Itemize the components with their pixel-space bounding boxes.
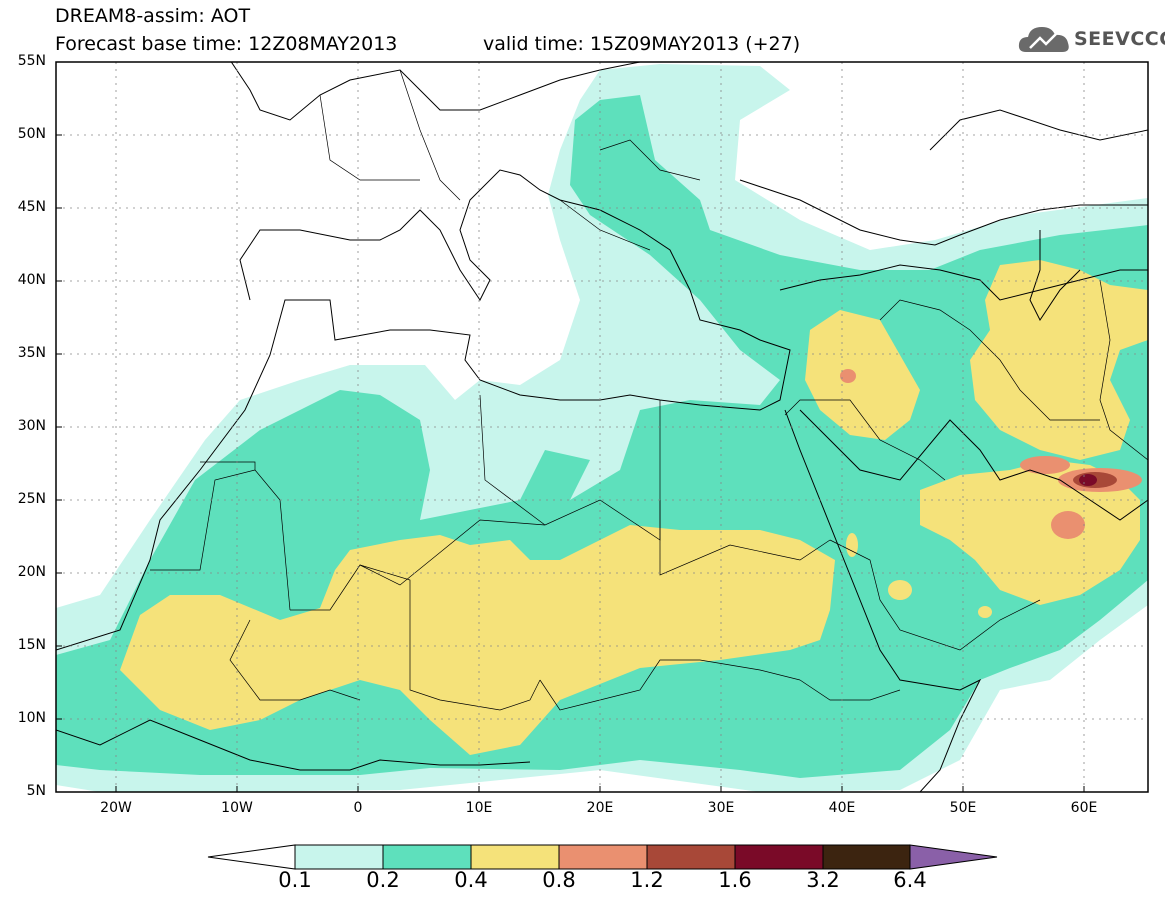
- lon-label: 10E: [465, 800, 493, 816]
- colorbar-label: 0.8: [542, 868, 576, 892]
- lat-label: 40N: [17, 272, 46, 288]
- colorbar-upper-arrow: [909, 844, 998, 870]
- lon-label: 50E: [949, 800, 977, 816]
- lat-label: 5N: [26, 783, 46, 799]
- forecast-base-time: Forecast base time: 12Z08MAY2013: [55, 33, 398, 55]
- aot-field-0.8-1.2: [1020, 456, 1070, 474]
- colorbar-label: 0.2: [366, 868, 400, 892]
- colorbar-bin: [294, 844, 384, 870]
- lon-label: 10W: [221, 800, 253, 816]
- lon-label: 40E: [828, 800, 856, 816]
- colorbar-label: 1.2: [630, 868, 664, 892]
- colorbar-bin: [470, 844, 560, 870]
- lat-label: 10N: [17, 710, 46, 726]
- coastlines: [56, 62, 1148, 792]
- seevccc-logo: SEEVCCC: [1018, 22, 1165, 58]
- valid-time: valid time: 15Z09MAY2013 (+27): [483, 33, 801, 55]
- lat-label: 35N: [17, 345, 46, 361]
- colorbar-bin: [558, 844, 648, 870]
- aot-field-0.4-0.8-spot: [978, 606, 992, 618]
- colorbar-bin: [734, 844, 824, 870]
- colorbar: [207, 844, 998, 870]
- colorbar-lower-arrow: [207, 844, 296, 870]
- lon-label: 0: [353, 800, 363, 816]
- graticule: [56, 62, 1148, 792]
- colorbar-label: 1.6: [718, 868, 752, 892]
- colorbar-label: 3.2: [806, 868, 840, 892]
- colorbar-bin: [646, 844, 736, 870]
- aot-field-0.4-0.8-spot: [888, 580, 912, 600]
- axis-ticks: [56, 134, 1085, 792]
- lat-label: 20N: [17, 564, 46, 580]
- colorbar-label: 0.4: [454, 868, 488, 892]
- lon-label: 20E: [586, 800, 614, 816]
- aot-field-0.8-1.2: [1051, 511, 1085, 539]
- lon-label: 60E: [1070, 800, 1098, 816]
- lat-label: 25N: [17, 491, 46, 507]
- colorbar-label: 0.1: [278, 868, 312, 892]
- lat-label: 55N: [17, 53, 46, 69]
- aot-field-0.4-0.8-sahel: [120, 525, 835, 755]
- colorbar-bin: [382, 844, 472, 870]
- colorbar-label: 6.4: [893, 868, 927, 892]
- lon-label: 20W: [100, 800, 132, 816]
- aot-field-1.6-3.2: [1079, 474, 1097, 486]
- logo-text: SEEVCCC: [1074, 28, 1165, 50]
- lat-label: 15N: [17, 637, 46, 653]
- map-title: DREAM8-assim: AOT: [55, 5, 251, 27]
- colorbar-bin: [822, 844, 911, 870]
- country-borders: [150, 69, 1148, 711]
- lon-label: 30E: [707, 800, 735, 816]
- aot-field-0.4-0.8-mesopotamia: [805, 310, 920, 440]
- lat-label: 45N: [17, 199, 46, 215]
- aot-field-0.8-1.2: [840, 369, 856, 383]
- aot-field-0.4-0.8-spot: [846, 533, 858, 557]
- lat-label: 50N: [17, 126, 46, 142]
- lat-label: 30N: [17, 418, 46, 434]
- cloud-icon: [1018, 27, 1069, 52]
